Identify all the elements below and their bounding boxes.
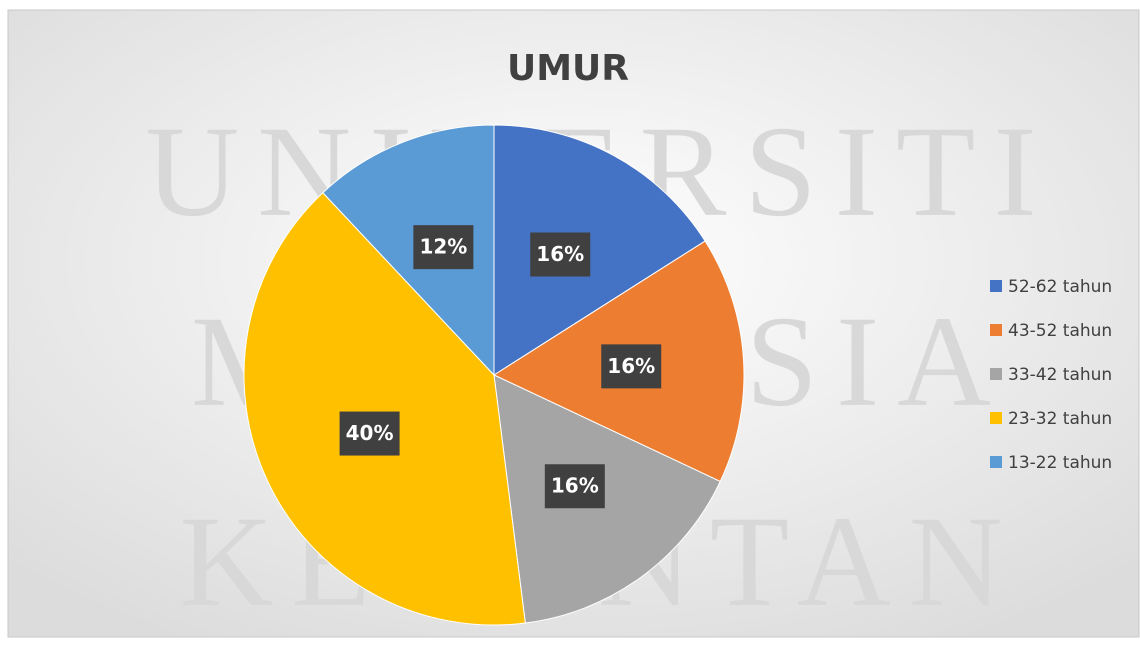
data-label-box <box>530 232 591 277</box>
legend-swatch <box>990 456 1002 468</box>
data-label: 16% <box>551 474 599 498</box>
legend-swatch <box>990 280 1002 292</box>
pie-slice <box>322 124 495 377</box>
data-label: 12% <box>419 235 467 259</box>
pie-slice <box>493 124 706 376</box>
chart-title: UMUR <box>507 48 629 89</box>
data-labels: 16% 16% 16% 40% 12% <box>339 225 662 509</box>
data-label-box <box>544 464 605 509</box>
pie-slice <box>243 192 526 626</box>
pie <box>243 124 745 626</box>
legend-swatch <box>990 368 1002 380</box>
legend-swatch <box>990 412 1002 424</box>
legend-swatch <box>990 324 1002 336</box>
data-label-box <box>339 411 400 456</box>
data-label-box <box>601 344 662 389</box>
data-label-box <box>413 225 474 270</box>
data-label: 40% <box>346 421 394 445</box>
legend: 52-62 tahun 43-52 tahun 33-42 tahun 23-32 t… <box>990 277 1112 473</box>
pie-slice <box>493 374 721 624</box>
data-label: 16% <box>607 354 655 378</box>
legend-label: 23-32 tahun <box>1008 409 1112 429</box>
legend-label: 52-62 tahun <box>1008 277 1112 297</box>
legend-label: 43-52 tahun <box>1008 321 1112 341</box>
legend-label: 13-22 tahun <box>1008 453 1112 473</box>
legend-label: 33-42 tahun <box>1008 365 1112 385</box>
data-label: 16% <box>536 242 584 266</box>
